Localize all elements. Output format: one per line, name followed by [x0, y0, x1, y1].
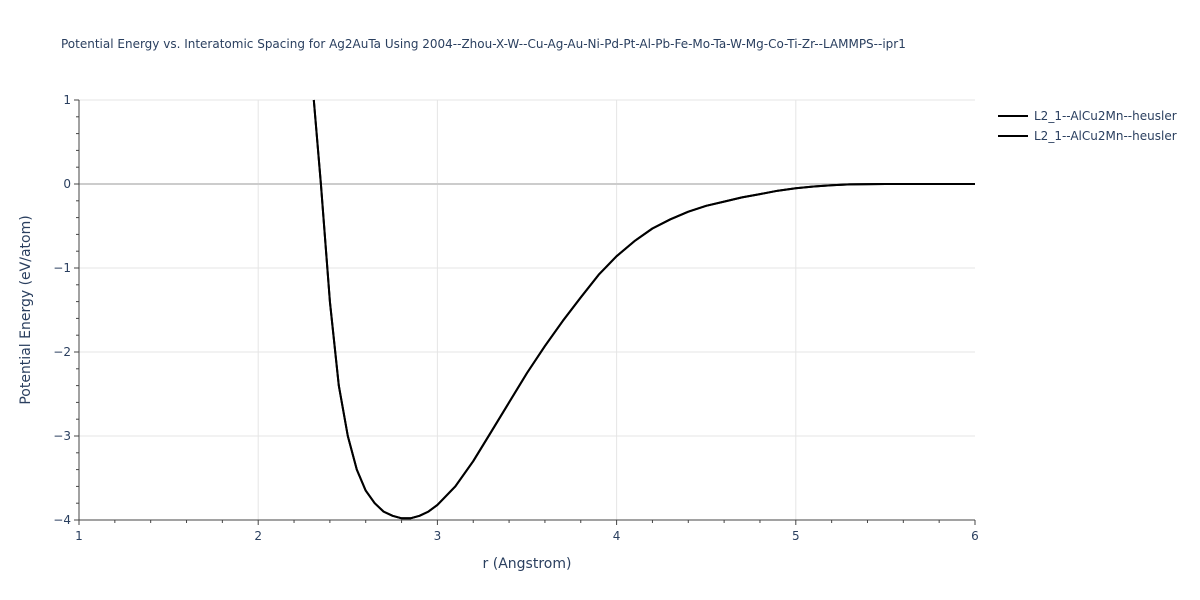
x-tick-label: 5	[792, 529, 800, 543]
tick-labels: 1 2 3 4 5 6 1 0 −1 −2 −3 −4	[53, 93, 979, 543]
y-tick-label: 0	[63, 177, 71, 191]
series-line-1	[312, 99, 975, 520]
y-tick-label: −1	[53, 261, 71, 275]
series-line-2	[312, 99, 975, 520]
x-tick-label: 4	[613, 529, 621, 543]
legend-item-1[interactable]: L2_1--AlCu2Mn--heusler	[998, 106, 1177, 126]
y-axis-title: Potential Energy (eV/atom)	[18, 215, 34, 404]
legend-swatch-1	[998, 115, 1028, 117]
chart-title: Potential Energy vs. Interatomic Spacing…	[61, 37, 906, 51]
series-lines	[312, 99, 975, 520]
y-tick-label: −4	[53, 513, 71, 527]
x-axis-title: r (Angstrom)	[483, 556, 572, 572]
legend-label-1: L2_1--AlCu2Mn--heusler	[1034, 109, 1177, 123]
y-tick-label: −2	[53, 345, 71, 359]
x-tick-label: 3	[434, 529, 442, 543]
legend-label-2: L2_1--AlCu2Mn--heusler	[1034, 129, 1177, 143]
tick-marks	[74, 99, 976, 525]
axes	[78, 100, 975, 521]
y-tick-label: −3	[53, 429, 71, 443]
grid-lines	[79, 99, 975, 520]
legend-swatch-2	[998, 135, 1028, 137]
x-tick-label: 1	[75, 529, 83, 543]
x-tick-label: 6	[971, 529, 979, 543]
y-tick-label: 1	[63, 93, 71, 107]
legend: L2_1--AlCu2Mn--heusler L2_1--AlCu2Mn--he…	[998, 106, 1177, 146]
x-tick-label: 2	[254, 529, 262, 543]
legend-item-2[interactable]: L2_1--AlCu2Mn--heusler	[998, 126, 1177, 146]
